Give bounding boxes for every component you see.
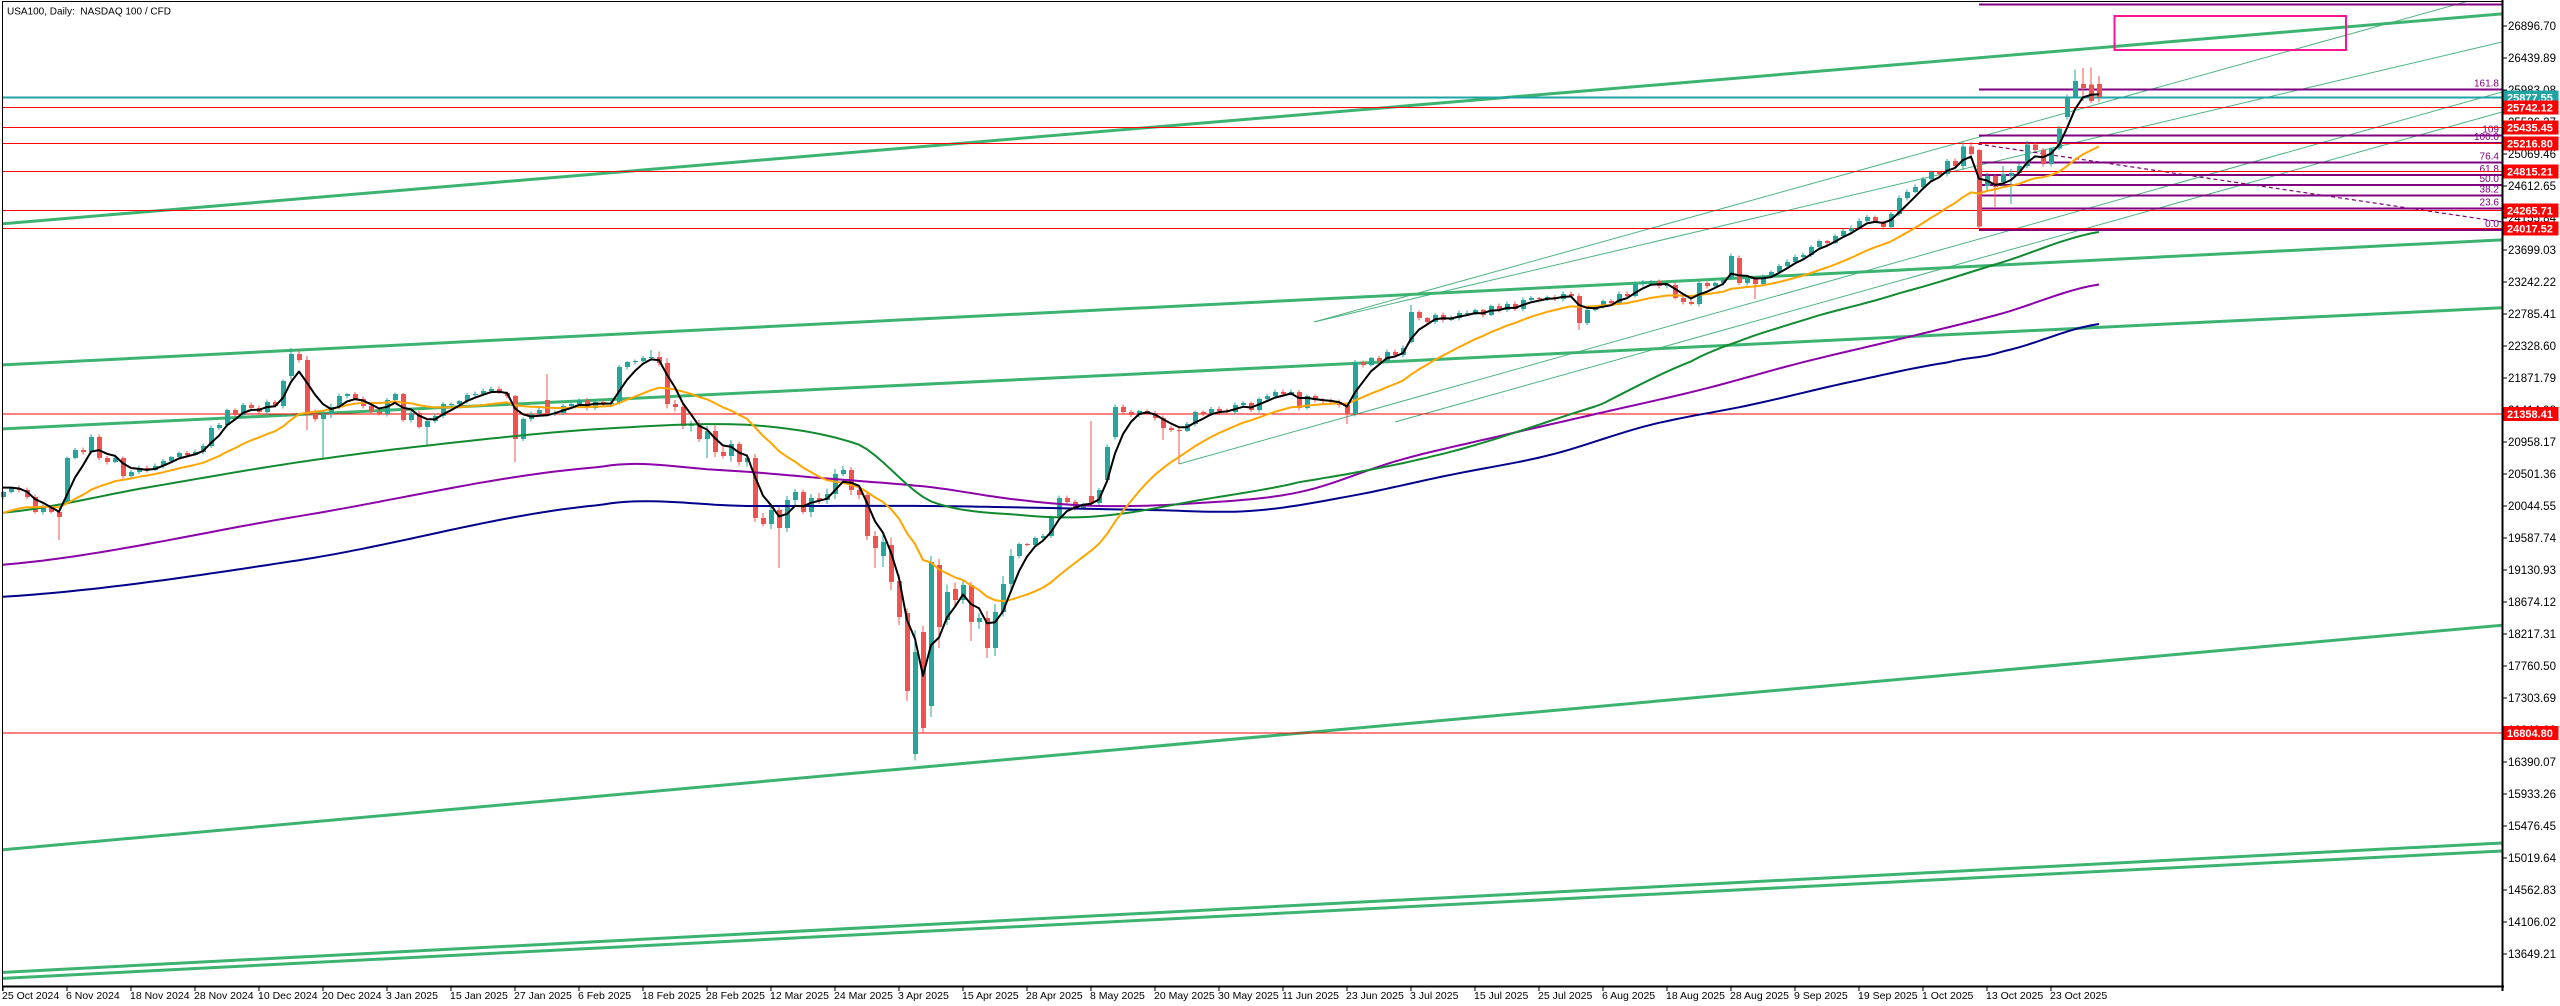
svg-text:23 Oct 2025: 23 Oct 2025 [2050,990,2107,1002]
svg-text:18217.31: 18217.31 [2508,629,2556,641]
svg-text:14562.83: 14562.83 [2508,885,2556,897]
svg-text:100.0: 100.0 [2474,132,2499,143]
svg-text:25216.80: 25216.80 [2507,139,2553,151]
svg-text:23699.03: 23699.03 [2508,245,2556,257]
svg-text:18 Aug 2025: 18 Aug 2025 [1666,990,1725,1002]
svg-text:6 Aug 2025: 6 Aug 2025 [1602,990,1655,1002]
svg-text:15 Jul 2025: 15 Jul 2025 [1474,990,1528,1002]
svg-text:15019.64: 15019.64 [2508,853,2557,865]
svg-text:38.2: 38.2 [2480,185,2500,196]
svg-text:12 Mar 2025: 12 Mar 2025 [770,990,829,1002]
svg-text:8 May 2025: 8 May 2025 [1090,990,1145,1002]
svg-text:26439.89: 26439.89 [2508,53,2556,65]
svg-text:3 Apr 2025: 3 Apr 2025 [898,990,949,1002]
svg-text:18674.12: 18674.12 [2508,597,2556,609]
svg-text:28 Feb 2025: 28 Feb 2025 [706,990,765,1002]
svg-text:13 Oct 2025: 13 Oct 2025 [1986,990,2043,1002]
svg-text:76.4: 76.4 [2480,152,2500,163]
svg-text:26896.70: 26896.70 [2508,21,2556,33]
svg-text:9 Sep 2025: 9 Sep 2025 [1794,990,1848,1002]
svg-text:3 Jan 2025: 3 Jan 2025 [386,990,438,1002]
svg-text:1 Oct 2025: 1 Oct 2025 [1922,990,1974,1002]
svg-text:15933.26: 15933.26 [2508,789,2556,801]
svg-text:28 Nov 2024: 28 Nov 2024 [194,990,254,1002]
svg-text:18 Feb 2025: 18 Feb 2025 [642,990,701,1002]
svg-text:6 Feb 2025: 6 Feb 2025 [578,990,631,1002]
svg-text:10 Dec 2024: 10 Dec 2024 [258,990,318,1002]
svg-text:24017.52: 24017.52 [2507,224,2553,236]
svg-text:19130.93: 19130.93 [2508,565,2556,577]
svg-text:50.0: 50.0 [2480,174,2500,185]
svg-text:24 Mar 2025: 24 Mar 2025 [834,990,893,1002]
svg-text:USA100, Daily: NASDAQ 100 / C: USA100, Daily: NASDAQ 100 / CFD [7,7,171,18]
svg-text:28 Aug 2025: 28 Aug 2025 [1730,990,1789,1002]
svg-text:109: 109 [2482,125,2499,136]
svg-text:25 Jul 2025: 25 Jul 2025 [1538,990,1592,1002]
svg-text:20958.17: 20958.17 [2508,437,2556,449]
svg-text:16804.80: 16804.80 [2507,728,2553,740]
svg-text:15476.45: 15476.45 [2508,821,2556,833]
svg-text:18 Nov 2024: 18 Nov 2024 [130,990,190,1002]
svg-text:161.8: 161.8 [2474,78,2499,89]
svg-text:24815.21: 24815.21 [2507,166,2553,178]
svg-text:0.0: 0.0 [2485,219,2499,230]
svg-text:14106.02: 14106.02 [2508,917,2556,929]
svg-text:27 Jan 2025: 27 Jan 2025 [514,990,572,1002]
svg-text:22785.41: 22785.41 [2508,309,2556,321]
svg-text:11 Jun 2025: 11 Jun 2025 [1282,990,1339,1002]
svg-text:25742.12: 25742.12 [2507,102,2553,114]
svg-text:17303.69: 17303.69 [2508,693,2556,705]
svg-text:25 Oct 2024: 25 Oct 2024 [2,990,59,1002]
svg-text:23.6: 23.6 [2480,197,2500,208]
svg-text:21871.79: 21871.79 [2508,373,2556,385]
svg-text:24612.65: 24612.65 [2508,181,2556,193]
svg-text:19587.74: 19587.74 [2508,533,2557,545]
svg-text:20044.55: 20044.55 [2508,501,2556,513]
svg-text:22328.60: 22328.60 [2508,341,2556,353]
svg-text:15 Jan 2025: 15 Jan 2025 [450,990,508,1002]
svg-text:23242.22: 23242.22 [2508,277,2556,289]
svg-text:21358.41: 21358.41 [2507,409,2553,421]
svg-text:25069.46: 25069.46 [2508,149,2556,161]
svg-text:30 May 2025: 30 May 2025 [1218,990,1279,1002]
svg-text:25435.45: 25435.45 [2507,123,2553,135]
svg-text:17760.50: 17760.50 [2508,661,2556,673]
svg-text:16390.07: 16390.07 [2508,757,2556,769]
svg-text:20 May 2025: 20 May 2025 [1154,990,1215,1002]
svg-text:3 Jul 2025: 3 Jul 2025 [1410,990,1459,1002]
svg-text:28 Apr 2025: 28 Apr 2025 [1026,990,1083,1002]
svg-text:19 Sep 2025: 19 Sep 2025 [1858,990,1918,1002]
svg-text:15 Apr 2025: 15 Apr 2025 [962,990,1019,1002]
svg-text:13649.21: 13649.21 [2508,949,2556,961]
svg-text:24265.71: 24265.71 [2507,205,2553,217]
svg-text:23 Jun 2025: 23 Jun 2025 [1346,990,1404,1002]
svg-text:6 Nov 2024: 6 Nov 2024 [66,990,120,1002]
svg-text:61.8: 61.8 [2480,164,2500,175]
svg-text:20501.36: 20501.36 [2508,469,2556,481]
svg-text:20 Dec 2024: 20 Dec 2024 [322,990,382,1002]
